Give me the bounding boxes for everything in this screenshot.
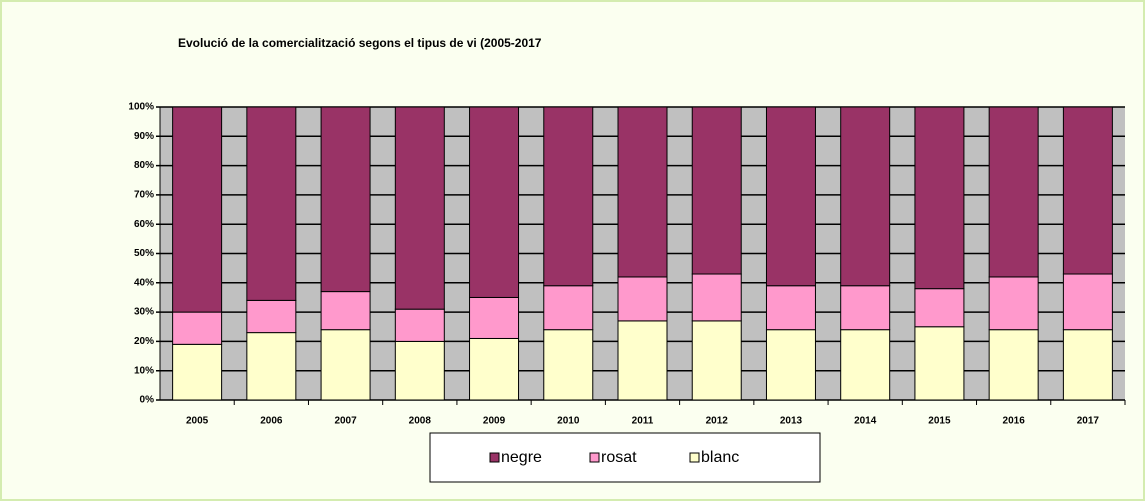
bar-segment (840, 106, 891, 287)
x-tick-label: 2016 (1003, 416, 1026, 427)
bar-segment (543, 285, 594, 331)
bar-segment (543, 329, 594, 401)
bar-segment (691, 106, 742, 275)
legend-label: rosat (601, 449, 637, 466)
legend-swatch (589, 452, 600, 463)
x-tick-label: 2011 (632, 416, 654, 427)
y-tick-label: 40% (134, 277, 154, 288)
x-tick-label: 2012 (706, 416, 729, 427)
bar-segment (617, 106, 668, 278)
bar-segment (988, 276, 1039, 331)
bar-segment (469, 337, 520, 401)
bar-segment (320, 291, 371, 331)
x-tick-label: 2013 (780, 416, 803, 427)
legend-swatch (689, 452, 700, 463)
bar-segment (691, 273, 742, 322)
bar-segment (320, 106, 371, 293)
y-tick-label: 50% (134, 248, 154, 259)
bar-segment (394, 308, 445, 342)
bar-segment (1062, 106, 1113, 275)
bar-segment (1062, 273, 1113, 331)
y-tick-label: 60% (134, 219, 154, 230)
bar-segment (246, 106, 297, 301)
bar-segment (172, 311, 223, 345)
y-tick-label: 90% (134, 131, 154, 142)
x-tick-label: 2005 (186, 416, 209, 427)
x-tick-label: 2017 (1077, 416, 1100, 427)
x-tick-label: 2010 (557, 416, 580, 427)
bar-segment (172, 343, 223, 401)
x-tick-label: 2008 (409, 416, 432, 427)
bar-segment (840, 285, 891, 331)
bar-segment (988, 329, 1039, 401)
x-tick-label: 2007 (334, 416, 357, 427)
bar-segment (617, 276, 668, 322)
y-tick-label: 100% (128, 102, 154, 113)
bar-segment (1062, 329, 1113, 401)
y-tick-label: 10% (134, 365, 154, 376)
legend-label: negre (501, 449, 542, 466)
bar-segment (246, 299, 297, 334)
y-tick-label: 30% (134, 307, 154, 318)
bar-segment (469, 296, 520, 339)
legend-label: blanc (701, 449, 739, 466)
x-tick-label: 2006 (260, 416, 283, 427)
bar-segment (914, 288, 965, 328)
y-tick-label: 70% (134, 190, 154, 201)
bar-segment (246, 332, 297, 401)
bar-segment (765, 329, 816, 401)
bar-segment (394, 340, 445, 401)
y-tick-label: 80% (134, 160, 154, 171)
y-tick-label: 20% (134, 336, 154, 347)
x-tick-label: 2015 (928, 416, 951, 427)
x-tick-label: 2009 (483, 416, 506, 427)
chart-title: Evolució de la comercialització segons e… (178, 36, 542, 50)
bar-segment (765, 106, 816, 287)
bar-segment (617, 320, 668, 401)
bar-segment (469, 106, 520, 298)
bar-segment (543, 106, 594, 287)
bar-segment (320, 329, 371, 401)
y-tick-label: 0% (140, 395, 155, 406)
bar-segment (914, 326, 965, 401)
bar-segment (691, 320, 742, 401)
bar-segment (914, 106, 965, 290)
bar-segment (765, 285, 816, 331)
legend-swatch (489, 452, 500, 463)
bar-segment (172, 106, 223, 313)
x-tick-label: 2014 (854, 416, 877, 427)
bar-segment (840, 329, 891, 401)
bar-segment (988, 106, 1039, 278)
bar-segment (394, 106, 445, 310)
